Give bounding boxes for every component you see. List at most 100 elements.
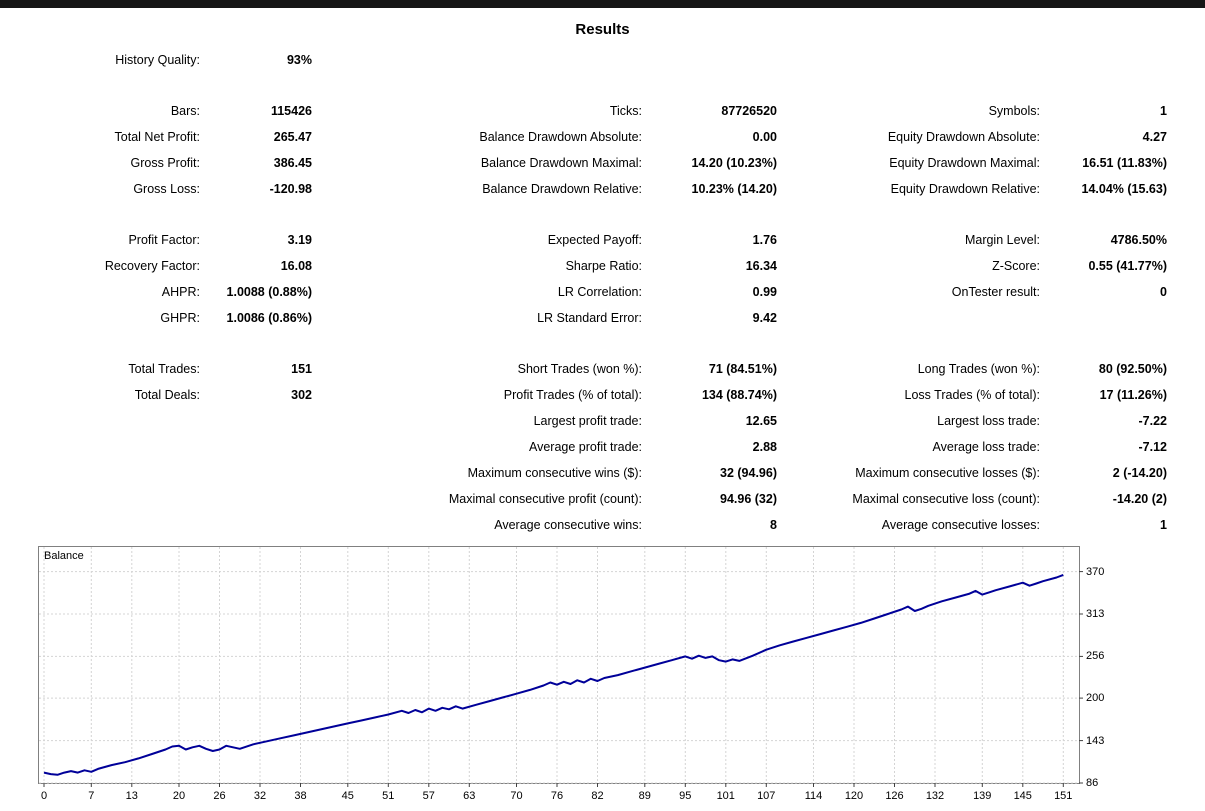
stat-label: Total Trades: [128,362,200,376]
stat-value: 4786.50% [1110,233,1167,247]
stat-label [0,486,200,512]
x-axis-tick-label: 76 [550,790,564,802]
stat-value: 134 (88.74%) [701,388,777,402]
x-axis-tick-label: 51 [382,790,395,802]
stat-value: 14.20 (10.23%) [691,156,777,170]
y-axis-tick-label: 256 [1086,650,1105,663]
stat-label: Margin Level: [964,233,1040,247]
stat-value: 71 (84.51%) [708,362,777,376]
stat-label: Largest profit trade: [533,414,642,428]
stat-label [0,460,200,486]
stat-value: 12.65 [745,414,777,428]
stat-value: 94.96 (32) [720,492,777,506]
x-axis-tick-label: 57 [422,790,435,802]
x-axis-tick-label: 139 [973,790,992,802]
stat-value: -7.12 [1138,440,1168,454]
stat-label: Largest loss trade: [937,414,1040,428]
stat-label: Maximum consecutive wins ($): [467,466,642,480]
stats-section: Profit Factor: 3.19 Expected Payoff: 1.76 Ma… [0,227,1205,331]
stat-label [312,47,642,73]
stat-value: 302 [291,388,312,402]
stat-value: 4.27 [1142,130,1167,144]
stat-label: Symbols: [988,104,1040,118]
stat-value [200,434,312,460]
stat-label: Balance Drawdown Absolute: [479,130,642,144]
stat-value: 0.99 [752,285,777,299]
stat-value: 93% [286,53,312,67]
stat-value [1040,47,1167,73]
y-axis-tick-label: 143 [1086,734,1105,747]
stat-label: History Quality: [115,53,200,67]
stat-value: 2.88 [752,440,777,454]
stat-label: Average loss trade: [932,440,1040,454]
stat-label [0,512,200,538]
stat-value: 16.51 (11.83%) [1082,156,1167,170]
x-axis-tick-label: 101 [716,790,735,802]
stat-value: 2 (-14.20) [1112,466,1167,480]
stat-value: 10.23% (14.20) [691,182,777,196]
balance-line-chart [39,547,1083,787]
stat-value: -120.98 [269,182,312,196]
x-axis-tick-label: 114 [804,790,823,802]
x-axis-tick-label: 0 [40,790,48,802]
x-axis-tick-label: 13 [125,790,138,802]
y-axis-tick-label: 370 [1086,565,1105,578]
x-axis-tick-label: 107 [757,790,776,802]
stat-label: Equity Drawdown Relative: [890,182,1040,196]
stat-label: Profit Trades (% of total): [503,388,642,402]
x-axis-tick-label: 126 [885,790,904,802]
stat-value: 1.0086 (0.86%) [226,311,312,325]
stat-label: Profit Factor: [128,233,200,247]
stats-section: Total Trades: 151 Short Trades (won %): 71 … [0,356,1205,538]
stat-label: GHPR: [160,311,200,325]
x-axis-tick-label: 7 [88,790,95,802]
stat-label: Gross Profit: [130,156,200,170]
stat-label: Maximal consecutive loss (count): [852,492,1040,506]
stat-value: 32 (94.96) [720,466,777,480]
y-axis-tick-label: 200 [1086,692,1105,705]
stat-label [777,47,1040,73]
stat-label: AHPR: [161,285,200,299]
stat-label: Z-Score: [992,259,1040,273]
stat-label [0,434,200,460]
window-top-bar [0,0,1205,8]
stat-value: 265.47 [273,130,312,144]
stat-value: 115426 [270,104,312,118]
stat-value: 8 [770,518,777,532]
stat-label: Equity Drawdown Absolute: [887,130,1040,144]
stat-label [777,305,1040,331]
x-axis-tick-label: 45 [341,790,354,802]
stat-label: Loss Trades (% of total): [904,388,1040,402]
x-axis-tick-label: 38 [294,790,307,802]
stat-label: LR Standard Error: [537,311,642,325]
stat-label: Equity Drawdown Maximal: [889,156,1040,170]
stat-value [200,460,312,486]
stat-value: 17 (11.26%) [1099,388,1167,402]
balance-chart: Balance 86 143 200 256 313 370 0 7 13 20 26 32 38 45… [38,546,1198,808]
x-axis-tick-label: 26 [213,790,226,802]
stat-value: 151 [291,362,312,376]
stat-value [200,512,312,538]
balance-chart-plot[interactable]: Balance [38,546,1083,787]
stat-value: 9.42 [752,311,777,325]
stat-label: Ticks: [609,104,642,118]
x-axis-tick-label: 145 [1013,790,1032,802]
x-axis-tick-label: 63 [463,790,476,802]
stat-label: Short Trades (won %): [517,362,642,376]
stat-label: Balance Drawdown Relative: [482,182,642,196]
stat-value: 80 (92.50%) [1098,362,1167,376]
stat-value: 1 [1160,104,1167,118]
stat-value: 3.19 [287,233,312,247]
stat-value: 1.0088 (0.88%) [226,285,312,299]
stat-label: Gross Loss: [133,182,200,196]
stat-value [200,408,312,434]
stat-label: Total Deals: [134,388,200,402]
stat-label: Average consecutive losses: [881,518,1040,532]
x-axis-tick-label: 132 [925,790,945,802]
x-axis-tick-label: 82 [591,790,604,802]
stat-label: Sharpe Ratio: [565,259,642,273]
x-axis-tick-label: 95 [679,790,692,802]
stat-value: 1 [1160,518,1167,532]
stat-value: 0 [1160,285,1167,299]
stat-value [642,47,777,73]
